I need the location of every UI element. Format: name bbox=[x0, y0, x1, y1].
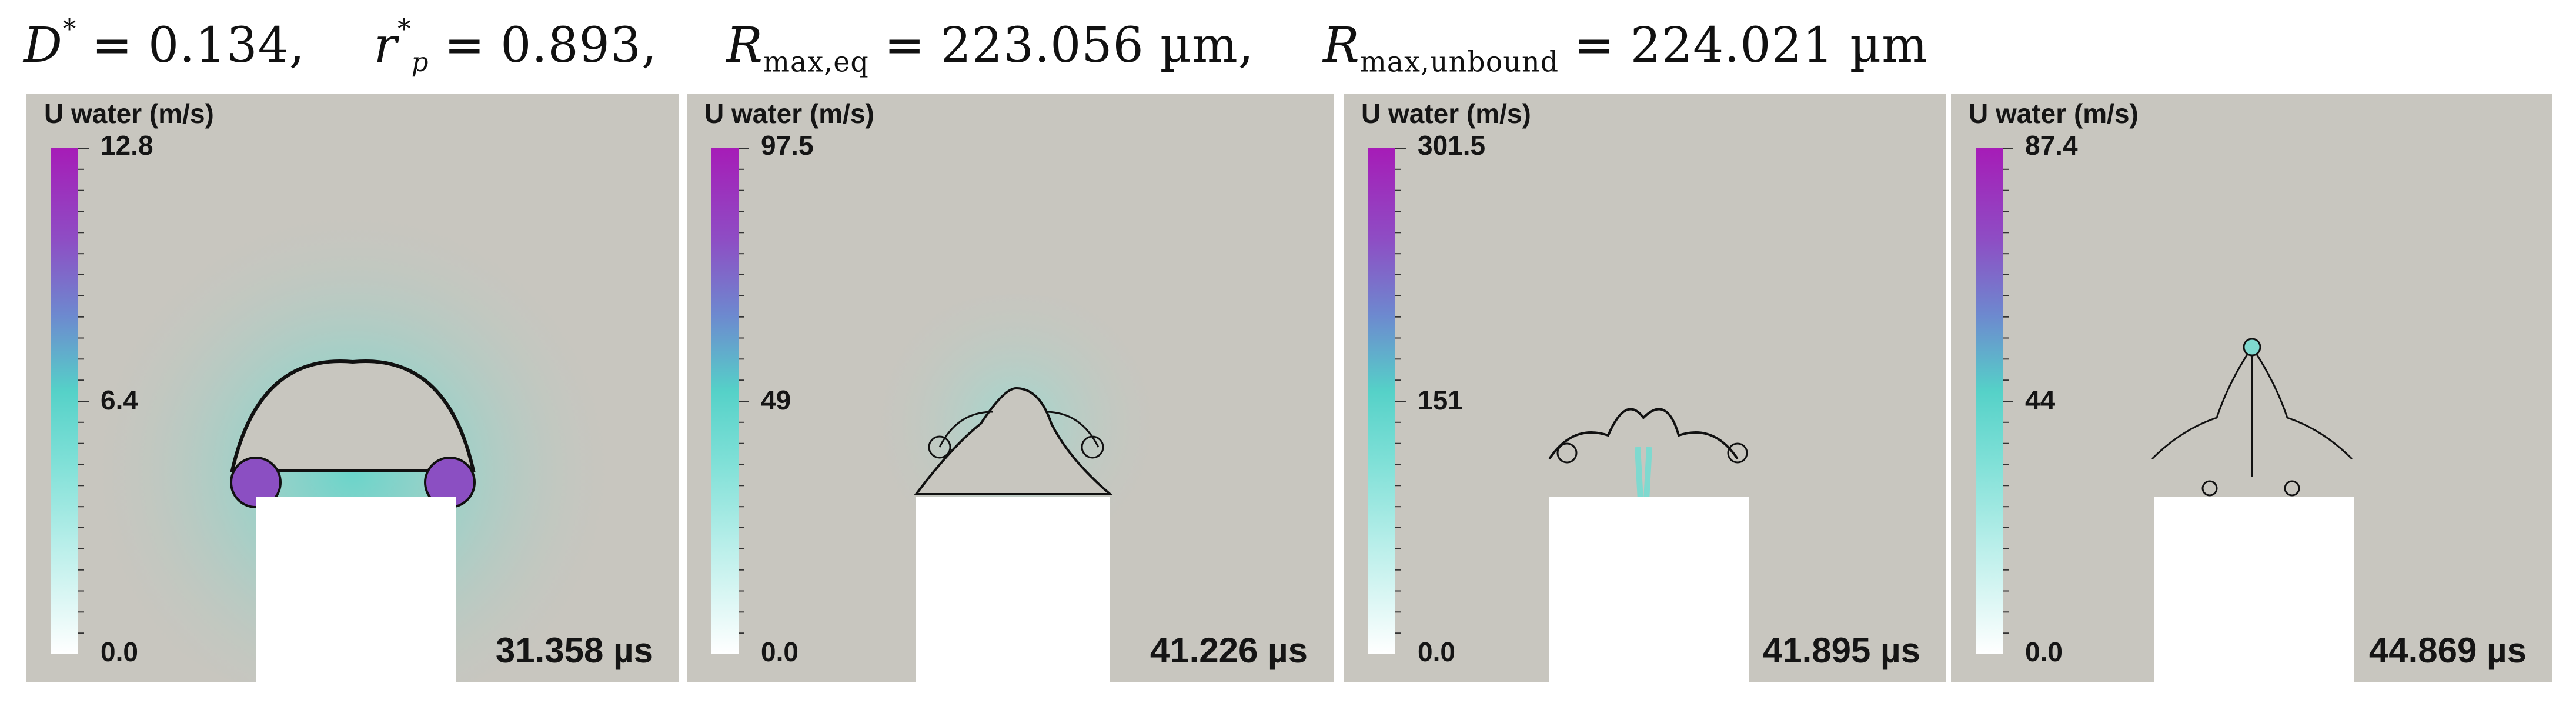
colorbar-min-label: 0.0 bbox=[761, 637, 798, 667]
colorbar-title: U water (m/s) bbox=[1969, 98, 2139, 129]
colorbar-min-label: 0.0 bbox=[1418, 637, 1455, 667]
colorbar-min-label: 0.0 bbox=[2025, 637, 2063, 667]
colorbar bbox=[1368, 148, 1395, 654]
colorbar bbox=[1976, 148, 2003, 654]
figure-header: D* = 0.134, r*p = 0.893, Rmax,eq = 223.056 µm,… bbox=[24, 13, 1928, 78]
flow-field-2 bbox=[687, 94, 1334, 682]
timestamp-label: 41.895 µs bbox=[1762, 631, 1920, 670]
collapsing-bubble bbox=[913, 387, 1114, 495]
colorbar-max-label: 97.5 bbox=[761, 130, 814, 161]
colorbar-mid-label: 49 bbox=[761, 385, 791, 415]
colorbar-ticks bbox=[2003, 148, 2013, 654]
colorbar-mid-label: 151 bbox=[1418, 385, 1463, 415]
panel-4: U water (m/s) 87.4 44 0.0 44.869 µs bbox=[1951, 94, 2552, 682]
flow-field-4 bbox=[1951, 94, 2552, 682]
flow-field-3 bbox=[1344, 94, 1946, 682]
panel-2: U water (m/s) 97.5 49 0.0 41.226 µs bbox=[687, 94, 1334, 682]
colorbar-mid-label: 44 bbox=[2025, 385, 2056, 415]
timestamp-label: 31.358 µs bbox=[495, 631, 653, 670]
bubble-dome bbox=[230, 359, 476, 472]
colorbar-ticks bbox=[1395, 148, 1406, 654]
colorbar bbox=[51, 148, 78, 654]
colorbar-ticks bbox=[739, 148, 749, 654]
colorbar-ticks bbox=[78, 148, 89, 654]
panel-3: U water (m/s) 301.5 151 0.0 41.895 µs bbox=[1344, 94, 1946, 682]
rmax-eq-term: Rmax,eq = 223.056 µm, bbox=[726, 17, 1254, 79]
flow-field-1 bbox=[26, 94, 679, 682]
rmax-unbound-term: Rmax,unbound = 224.021 µm bbox=[1322, 17, 1928, 79]
colorbar-title: U water (m/s) bbox=[1361, 98, 1531, 129]
colorbar bbox=[711, 148, 739, 654]
colorbar-max-label: 301.5 bbox=[1418, 130, 1486, 161]
solid-block bbox=[2154, 497, 2354, 682]
colorbar-title: U water (m/s) bbox=[44, 98, 214, 129]
solid-block bbox=[1549, 497, 1749, 682]
colorbar-mid-label: 6.4 bbox=[101, 385, 138, 415]
colorbar-title: U water (m/s) bbox=[704, 98, 874, 129]
d-star-term: D* = 0.134, bbox=[24, 13, 305, 74]
panel-1: U water (m/s) 12.8 6.4 0.0 31.358 µs bbox=[26, 94, 679, 682]
colorbar-min-label: 0.0 bbox=[101, 637, 138, 667]
timestamp-label: 44.869 µs bbox=[2368, 631, 2527, 670]
timestamp-label: 41.226 µs bbox=[1150, 631, 1308, 670]
rp-star-term: r*p = 0.893, bbox=[373, 13, 658, 78]
solid-block bbox=[916, 497, 1110, 682]
colorbar-max-label: 12.8 bbox=[101, 130, 153, 161]
solid-block bbox=[256, 497, 456, 682]
colorbar-max-label: 87.4 bbox=[2025, 130, 2078, 161]
